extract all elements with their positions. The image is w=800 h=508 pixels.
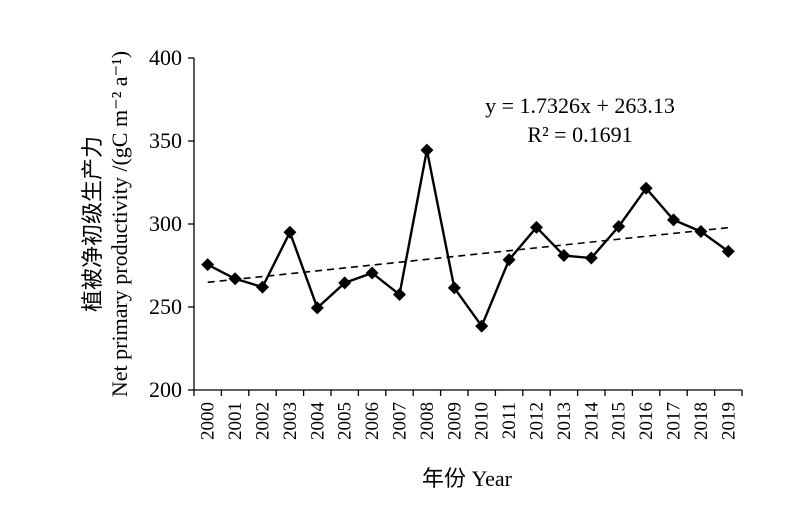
x-tick-label: 2018 — [691, 402, 712, 440]
x-tick-label: 2005 — [335, 402, 356, 440]
data-point — [667, 213, 680, 227]
data-point — [475, 319, 489, 333]
x-tick-label: 2008 — [417, 402, 438, 440]
data-markers — [201, 143, 735, 333]
trend-line — [207, 226, 729, 284]
x-tick-label: 2009 — [444, 402, 465, 440]
data-point — [365, 266, 379, 280]
data-point — [721, 244, 735, 258]
x-tick-label: 2016 — [636, 402, 657, 440]
data-point — [584, 251, 598, 265]
data-point — [310, 301, 324, 315]
data-point — [502, 253, 516, 267]
r-squared: R² = 0.1691 — [527, 122, 632, 147]
x-tick-label: 2000 — [198, 402, 219, 440]
x-tick-label: 2007 — [390, 402, 411, 440]
data-point — [639, 181, 653, 195]
x-tick-label: 2003 — [280, 402, 301, 440]
y-tick-label: 300 — [149, 211, 182, 236]
y-axis-label-cn: 植被净初级生产力 — [80, 136, 105, 312]
x-tick-label: 2014 — [581, 402, 602, 441]
x-tick-label: 2013 — [554, 402, 575, 440]
y-tick-label: 250 — [149, 294, 182, 319]
x-tick-label: 2002 — [253, 402, 274, 440]
y-tick-label: 200 — [149, 377, 182, 402]
series-line — [207, 148, 730, 328]
data-point — [694, 224, 708, 238]
data-point — [256, 280, 269, 294]
x-axis-ticks: 2000 2001 2002 2003 2004 2005 2006 2007 2008 2009… — [193, 390, 743, 441]
series-polyline — [207, 148, 730, 328]
data-point — [338, 276, 352, 290]
data-point — [228, 272, 242, 286]
x-tick-label: 2015 — [609, 402, 630, 440]
y-tick-label: 400 — [149, 45, 182, 70]
y-tick-label: 350 — [149, 128, 182, 153]
data-point — [283, 225, 297, 239]
y-axis-label-en: Net primary productivity /(gC m⁻² a⁻¹) — [107, 51, 132, 397]
data-point — [420, 143, 434, 157]
x-tick-label: 2011 — [499, 402, 520, 439]
x-tick-label: 2017 — [664, 402, 685, 440]
x-tick-label: 2012 — [527, 402, 548, 440]
x-tick-label: 2010 — [472, 402, 493, 440]
data-point — [201, 258, 215, 272]
data-point — [393, 288, 406, 302]
data-point — [612, 219, 626, 233]
trend-equation: y = 1.7326x + 263.13 — [485, 93, 675, 118]
trendline — [207, 226, 729, 284]
x-axis-label: 年份 Year — [422, 466, 513, 491]
data-point — [447, 281, 461, 295]
data-point — [530, 220, 543, 234]
y-axis-ticks: 200 250 300 350 400 — [149, 45, 194, 402]
x-tick-label: 2006 — [362, 402, 383, 440]
x-tick-label: 2019 — [718, 402, 739, 440]
x-tick-label: 2001 — [225, 402, 246, 440]
x-tick-label: 2004 — [307, 402, 328, 441]
data-point — [557, 249, 571, 263]
